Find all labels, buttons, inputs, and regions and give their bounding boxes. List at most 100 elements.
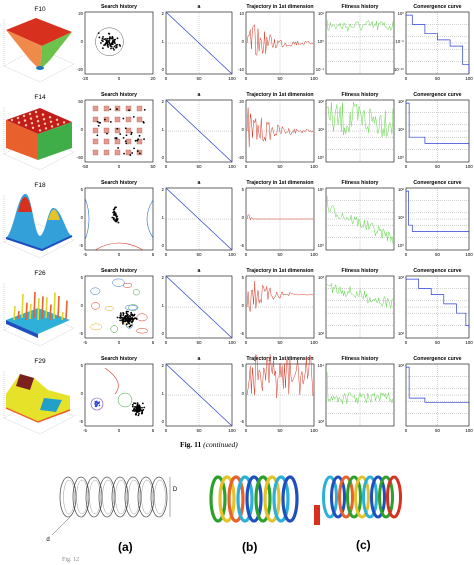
search-point [116, 219, 119, 222]
search-point [109, 37, 112, 39]
contour-line [91, 302, 100, 310]
panel-title: Trajectory in 1st dimension [246, 356, 313, 362]
coil [218, 475, 236, 523]
surface-spike [17, 121, 21, 124]
x-tick-label: -5 [83, 428, 87, 433]
search-point [132, 409, 135, 412]
x-tick-label: 100 [465, 164, 473, 169]
search-point [132, 116, 135, 118]
search-point [95, 404, 98, 407]
panel-title: Convergence curve [413, 92, 461, 98]
contour-line [136, 313, 148, 322]
search-point [130, 131, 133, 134]
search-point [95, 401, 97, 403]
fitness-history-panel: Fitness history 10⁵ 10⁰ [318, 180, 395, 251]
contour-cell [125, 116, 132, 123]
search-point [136, 405, 139, 408]
convergence-curve-panel: Convergence curve 0 50 100 10³ 10² [398, 268, 473, 345]
panel-title: Fitness history [342, 4, 379, 10]
surface-peak [16, 374, 34, 390]
coil-inner [128, 479, 140, 515]
y-tick-label: -20 [238, 155, 245, 160]
convergence-curve-panel: Convergence curve 0 50 100 10⁰ 10⁻⁵ 10⁻¹⁰ [394, 4, 473, 81]
coil [209, 475, 227, 523]
search-point [136, 403, 139, 406]
panel-title: Trajectory in 1st dimension [246, 180, 313, 186]
search-point [116, 108, 118, 110]
search-point [135, 412, 137, 415]
search-point [114, 206, 116, 209]
search-point [131, 403, 134, 406]
search-point [122, 319, 125, 322]
spring-colored-b [209, 475, 299, 523]
search-point [111, 35, 114, 38]
coil-inner [141, 479, 153, 515]
search-point [138, 134, 141, 137]
panel-frame [84, 187, 154, 251]
surface-spike [61, 311, 64, 321]
sub-label-a: (a) [118, 540, 133, 554]
x-tick-label: 100 [310, 340, 318, 345]
sub-label-b: (b) [242, 540, 258, 554]
fitness-line [326, 101, 394, 138]
search-point [116, 316, 119, 319]
search-point [142, 121, 145, 124]
x-tick-label: 0 [245, 340, 248, 345]
coil [137, 476, 155, 518]
convergence-line [406, 102, 470, 147]
spring-illustration: dD [46, 475, 402, 543]
y-tick-label: 2 [162, 187, 165, 192]
x-tick-label: 50 [196, 76, 202, 81]
contour-ring [95, 27, 124, 56]
search-point [131, 313, 134, 316]
search-point [119, 312, 122, 314]
y-tick-label: 0 [162, 155, 165, 160]
surface-spike [41, 296, 44, 320]
panel-title: Search history [101, 356, 137, 362]
contour-cell [125, 105, 132, 112]
x-tick-label: 0 [405, 252, 408, 257]
search-point [116, 218, 119, 220]
surface-spike [56, 123, 60, 126]
y-tick-label: 5 [81, 187, 84, 192]
search-point [143, 108, 146, 111]
panel-title: Fitness history [342, 92, 379, 98]
search-point [101, 37, 104, 40]
search-point [137, 414, 140, 417]
panel-title: Convergence curve [413, 268, 461, 274]
contour-cell [136, 116, 143, 123]
search-point [114, 137, 117, 140]
search-point [115, 215, 118, 218]
fitness-line [326, 19, 394, 32]
panel-title: Fitness history [342, 268, 379, 274]
search-point [115, 137, 118, 139]
contour-cell [92, 149, 99, 156]
search-point [114, 212, 117, 215]
row-f29: F29 Search history-5 0 550-5a0 50 100210Traje… [3, 353, 473, 435]
bottom-caption-fragment: Fig. 12 [62, 557, 80, 563]
coil [236, 475, 254, 523]
y-tick-label: 10¹ [318, 127, 325, 132]
trajectory-line [246, 214, 313, 221]
fitness-history-panel: Fitness history 10³ 10² [318, 268, 395, 339]
surface-spike [21, 293, 24, 319]
search-point [98, 121, 101, 124]
y-tick-label: -5 [79, 419, 83, 424]
search-point [100, 42, 102, 44]
y-tick-label: -5 [240, 419, 244, 424]
contour-cell [103, 127, 110, 134]
contour-cell [103, 138, 110, 145]
x-tick-label: 0 [245, 164, 248, 169]
surface-spike [17, 310, 20, 320]
x-tick-label: 50 [150, 164, 156, 169]
y-tick-label: 10³ [398, 275, 405, 280]
surface-plot-f10: F10 [3, 6, 75, 83]
y-tick-label: 10⁰ [398, 243, 405, 248]
x-tick-label: 100 [228, 428, 236, 433]
x-tick-label: -20 [82, 76, 89, 81]
coil-inner [76, 479, 88, 515]
x-tick-label: 50 [435, 76, 441, 81]
x-tick-label: 50 [196, 252, 202, 257]
search-point [119, 45, 122, 47]
